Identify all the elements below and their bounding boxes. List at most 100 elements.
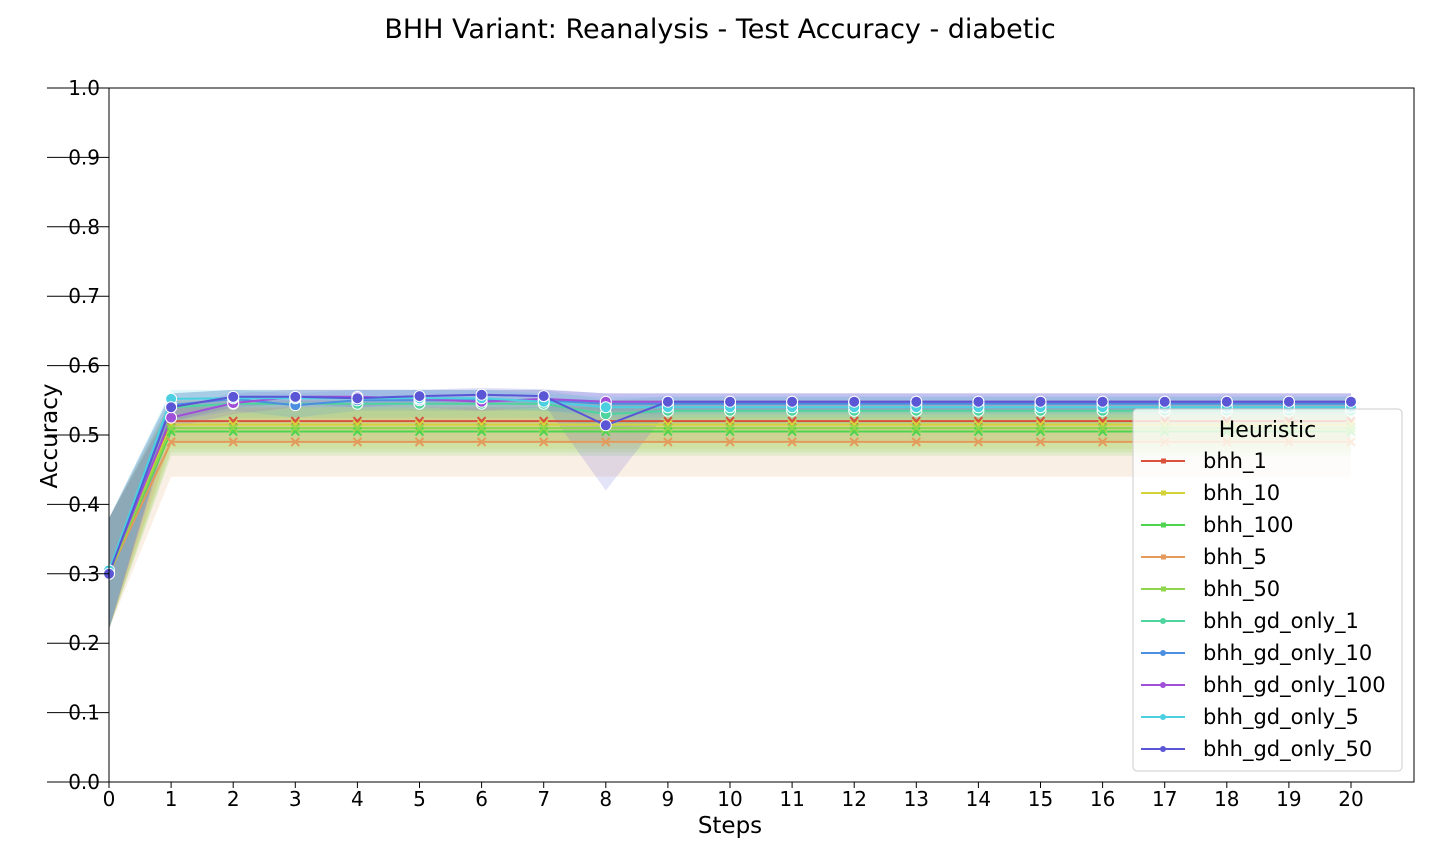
- point-bhh-10: [538, 419, 549, 430]
- legend-item-bhh-gd-only-1: bhh_gd_only_1: [1141, 609, 1359, 634]
- point-bhh-100: [414, 426, 425, 437]
- point-bhh-gd-only-50: [165, 401, 178, 414]
- legend: Heuristic bhh_1 bhh_10 bhh_100 bhh_5 bhh_50bh…: [1132, 408, 1403, 772]
- legend-marker: [1160, 618, 1166, 624]
- point-bhh-1: [290, 416, 301, 426]
- x-tick-label: 3: [289, 787, 302, 811]
- point-bhh-gd-only-50: [413, 390, 426, 403]
- x-tick-label: 11: [779, 787, 804, 811]
- band-bhh-5: [109, 407, 1351, 630]
- point-bhh-gd-only-50: [972, 395, 985, 408]
- point-bhh-1: [787, 416, 797, 426]
- x-axis: 0 1 2 3 4 5 6 7 8 9 10 11 12 13 14 15 16 17 18 19 20: [103, 782, 1364, 811]
- point-bhh-100: [166, 426, 176, 437]
- x-tick-label: 12: [841, 787, 866, 811]
- legend-label: bhh_gd_only_5: [1203, 705, 1359, 730]
- legend-marker: [1160, 682, 1166, 688]
- point-bhh-gd-only-50: [1158, 395, 1171, 408]
- point-bhh-50: [663, 423, 673, 433]
- y-tick-label: 0.2: [68, 631, 100, 655]
- point-bhh-50: [414, 423, 425, 433]
- point-bhh-10: [476, 419, 487, 430]
- y-tick-label: 0.4: [68, 492, 100, 516]
- point-bhh-100: [290, 426, 301, 437]
- point-bhh-50: [352, 423, 363, 433]
- x-tick-label: 1: [165, 787, 178, 811]
- point-bhh-50: [166, 423, 176, 433]
- point-bhh-50: [973, 423, 984, 433]
- point-bhh-100: [787, 426, 797, 437]
- point-bhh-10: [414, 419, 425, 430]
- legend-marker: [1161, 522, 1166, 528]
- y-tick-label: 0.0: [68, 770, 100, 794]
- point-bhh-100: [228, 426, 238, 437]
- point-bhh-gd-only-50: [227, 390, 240, 403]
- point-bhh-gd-only-50: [1096, 395, 1109, 408]
- point-bhh-10: [663, 419, 673, 430]
- x-tick-label: 6: [475, 787, 488, 811]
- point-bhh-5: [1097, 437, 1108, 447]
- point-bhh-50: [787, 423, 797, 433]
- point-bhh-1: [1097, 416, 1108, 426]
- point-bhh-50: [290, 423, 301, 433]
- x-tick-label: 19: [1276, 787, 1301, 811]
- x-tick-label: 20: [1338, 787, 1363, 811]
- legend-item-bhh-100: bhh_100: [1141, 513, 1294, 538]
- point-bhh-100: [1035, 426, 1046, 437]
- point-bhh-1: [725, 416, 735, 426]
- point-bhh-50: [725, 423, 735, 433]
- chart-title: BHH Variant: Reanalysis - Test Accuracy …: [384, 14, 1055, 45]
- point-bhh-5: [476, 437, 487, 447]
- point-bhh-10: [973, 419, 984, 430]
- legend-item-bhh-gd-only-50: bhh_gd_only_50: [1141, 737, 1372, 762]
- point-bhh-10: [1097, 419, 1108, 430]
- legend-item-bhh-1: bhh_1: [1141, 449, 1267, 474]
- point-bhh-100: [538, 426, 549, 437]
- point-bhh-100: [725, 426, 735, 437]
- point-bhh-50: [538, 423, 549, 433]
- legend-marker: [1161, 554, 1166, 560]
- x-tick-label: 5: [413, 787, 426, 811]
- point-bhh-5: [849, 437, 859, 447]
- point-bhh-10: [228, 419, 238, 430]
- point-bhh-gd-only-50: [289, 390, 302, 403]
- legend-item-bhh-gd-only-10: bhh_gd_only_10: [1141, 641, 1372, 666]
- legend-label: bhh_50: [1203, 577, 1280, 602]
- point-bhh-5: [538, 437, 549, 447]
- point-bhh-10: [1035, 419, 1046, 430]
- legend-box: [1132, 408, 1403, 772]
- y-tick-label: 0.3: [68, 562, 100, 586]
- point-bhh-10: [849, 419, 859, 430]
- point-bhh-5: [663, 437, 673, 447]
- legend-label: bhh_5: [1203, 545, 1267, 570]
- point-bhh-50: [476, 423, 487, 433]
- point-bhh-5: [601, 437, 611, 447]
- point-bhh-100: [973, 426, 984, 437]
- point-bhh-gd-only-50: [1282, 395, 1295, 408]
- point-bhh-gd-only-5: [599, 401, 612, 414]
- point-bhh-10: [787, 419, 797, 430]
- legend-marker: [1161, 490, 1166, 496]
- point-bhh-5: [352, 437, 363, 447]
- legend-label: bhh_100: [1203, 513, 1294, 538]
- point-bhh-gd-only-50: [848, 395, 861, 408]
- x-tick-label: 15: [1028, 787, 1053, 811]
- point-bhh-5: [725, 437, 735, 447]
- x-tick-label: 0: [103, 787, 116, 811]
- point-bhh-5: [290, 437, 301, 447]
- point-bhh-100: [911, 426, 922, 437]
- x-tick-label: 13: [904, 787, 929, 811]
- legend-label: bhh_gd_only_1: [1203, 609, 1359, 634]
- point-bhh-1: [663, 416, 673, 426]
- point-bhh-100: [663, 426, 673, 437]
- point-bhh-100: [352, 426, 363, 437]
- point-bhh-50: [849, 423, 859, 433]
- y-axis-label: Accuracy: [37, 383, 63, 488]
- point-bhh-gd-only-50: [537, 390, 550, 403]
- point-bhh-50: [1035, 423, 1046, 433]
- point-bhh-1: [911, 416, 922, 426]
- x-tick-label: 16: [1090, 787, 1115, 811]
- x-tick-label: 4: [351, 787, 364, 811]
- legend-label: bhh_1: [1203, 449, 1267, 474]
